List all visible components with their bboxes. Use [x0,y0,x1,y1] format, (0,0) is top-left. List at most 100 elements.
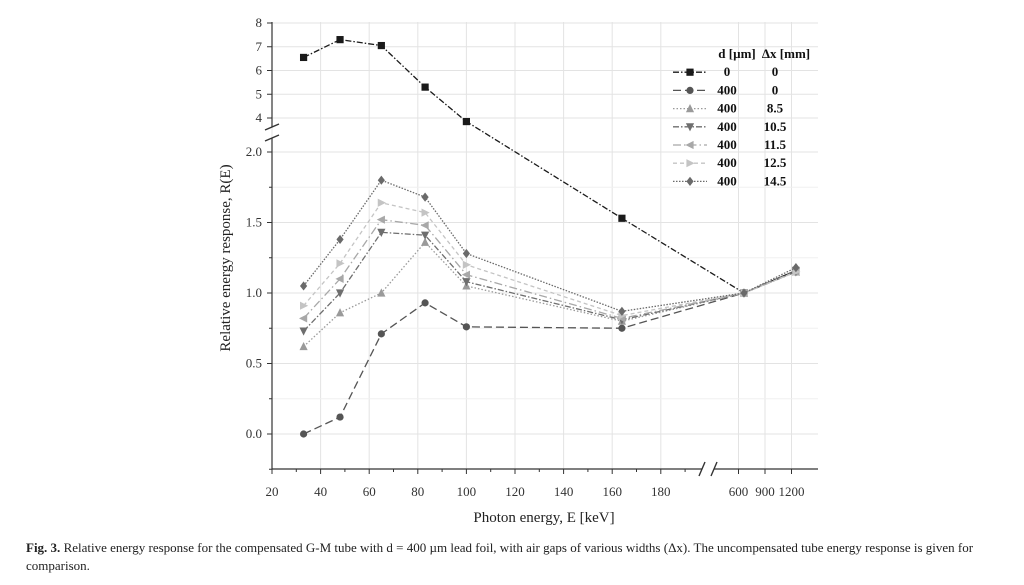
y-axis-break [264,123,280,131]
data-point [461,270,470,279]
series-5 [299,198,801,320]
data-point [421,192,429,202]
data-point [299,430,308,438]
x-tick-label: 900 [755,484,775,499]
data-point [421,208,430,217]
legend-header-dx: Δx [mm] [762,46,810,61]
caption-label: Fig. 3. [26,540,61,555]
y-tick-label: 4 [256,110,263,125]
y-tick-label: 1.0 [246,285,262,300]
data-point [377,330,385,338]
data-point [299,327,308,336]
y-tick-label: 1.5 [246,215,262,230]
data-point [336,234,344,245]
y-tick-label: 5 [256,86,263,101]
legend-header-d: d [µm] [718,46,755,61]
data-point [299,53,308,62]
series-line [303,202,797,317]
x-axis-break [710,461,718,477]
x-tick-label: 40 [314,484,327,499]
data-point [421,83,429,91]
data-point [686,86,694,94]
data-point [420,231,430,240]
x-tick-label: 100 [457,484,477,499]
x-tick-label: 60 [363,484,376,499]
data-point [462,117,470,126]
series-1 [299,266,800,438]
series-line [303,179,797,312]
x-tick-label: 160 [602,484,622,499]
data-point [740,288,748,298]
legend-d-value: 400 [717,137,737,152]
data-point [685,104,695,113]
legend-dx-value: 0 [772,64,779,79]
legend-entry-3: 400 10.5 [673,119,787,134]
data-point [462,323,470,331]
y-tick-label: 0.5 [246,356,262,371]
data-point [377,288,386,297]
legend-dx-value: 8.5 [767,101,784,116]
data-point [377,41,385,50]
x-axis-break [698,461,706,477]
x-tick-label: 20 [266,484,279,499]
series-line [303,218,797,320]
data-point [421,299,429,307]
data-point [299,301,309,310]
data-point [792,263,800,273]
data-point [685,123,695,132]
series-layer [298,36,801,438]
legend-d-value: 0 [724,64,731,79]
data-point [335,289,345,298]
series-6 [299,175,800,316]
legend-entry-6: 400 14.5 [673,173,787,188]
series-2 [299,237,801,351]
y-tick-label: 0.0 [246,426,262,441]
y-tick-label: 2.0 [246,144,262,159]
data-point [462,278,471,287]
x-axis-label: Photon energy, E [keV] [473,510,614,526]
series-line [303,269,797,435]
legend-dx-value: 0 [772,82,779,97]
caption-text: Relative energy response for the compens… [26,540,974,573]
data-point [376,215,385,224]
legend-entry-1: 400 0 [673,82,778,97]
data-point [299,281,308,291]
legend-dx-value: 12.5 [764,155,787,170]
data-point [335,274,344,283]
series-4 [298,215,800,323]
data-point [462,260,471,269]
data-point [686,68,694,76]
legend-entry-4: 400 11.5 [673,137,787,152]
grid [271,22,818,469]
data-point [686,159,695,168]
legend-entry-5: 400 12.5 [673,155,787,170]
x-tick-label: 1200 [779,484,805,499]
x-tick-label: 120 [505,484,525,499]
data-point [420,221,429,230]
y-axis-label: Relative energy response, R(E) [218,164,234,351]
y-tick-label: 7 [256,39,263,54]
chart: 0.0 0.5 1.0 1.5 2.0 4 5 6 7 8 20 40 60 80 100 120 140 160… [218,15,818,526]
legend-dx-value: 10.5 [764,119,787,134]
legend-d-value: 400 [717,82,737,97]
data-point [377,175,385,185]
figure-caption: Fig. 3. Relative energy response for the… [26,539,1011,575]
data-point [377,198,386,207]
legend-d-value: 400 [717,155,737,170]
x-tick-label: 180 [651,484,671,499]
axes: 0.0 0.5 1.0 1.5 2.0 4 5 6 7 8 20 40 60 80 100 120 140 160… [246,15,818,499]
data-point [462,248,470,259]
series-3 [299,228,801,336]
legend-dx-value: 11.5 [764,137,787,152]
legend-d-value: 400 [717,173,737,188]
data-point [618,214,626,222]
series-line [303,38,797,294]
legend-entry-2: 400 8.5 [673,101,784,116]
y-axis-break [264,134,280,142]
data-point [377,228,386,237]
legend-d-value: 400 [717,101,737,116]
series-line [303,231,797,332]
legend-dx-value: 14.5 [764,173,787,188]
x-tick-label: 600 [729,484,749,499]
